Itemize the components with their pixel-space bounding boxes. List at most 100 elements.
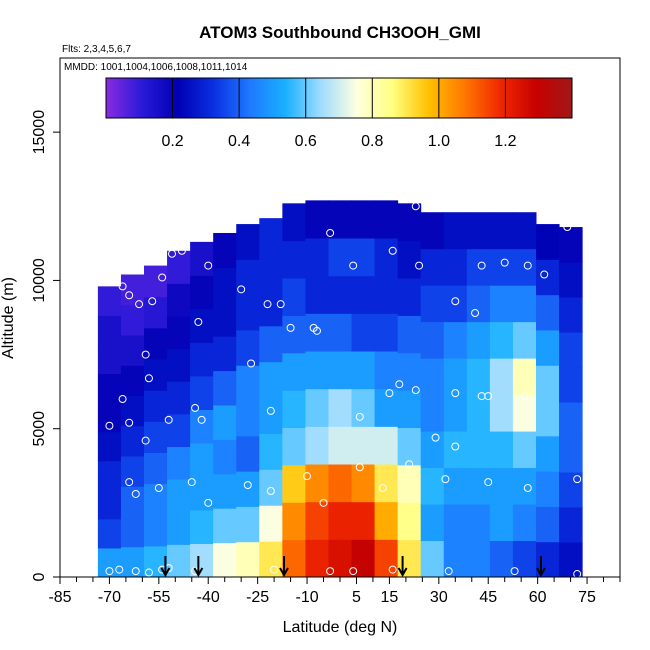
observation-point xyxy=(237,285,246,294)
heatmap-cell xyxy=(305,238,329,277)
heatmap-cell xyxy=(443,467,468,505)
observation-point xyxy=(177,246,186,255)
observation-point xyxy=(540,270,549,279)
observation-point xyxy=(520,392,529,401)
heatmap-cell xyxy=(512,212,537,250)
heatmap-cell xyxy=(397,464,422,503)
heatmap-cell xyxy=(397,427,422,466)
heatmap-cell xyxy=(351,464,376,503)
heatmap-cell xyxy=(213,232,237,268)
x-tick-label: 45 xyxy=(479,589,497,606)
observation-point xyxy=(194,317,203,326)
observation-point xyxy=(243,481,252,490)
heatmap-cell xyxy=(97,344,122,375)
heatmap-cell xyxy=(190,442,214,477)
heatmap-cell xyxy=(559,507,583,543)
heatmap-cell xyxy=(282,390,306,429)
heatmap-cell xyxy=(328,238,353,277)
heatmap-cell xyxy=(443,248,468,286)
heatmap-cell xyxy=(144,421,168,453)
observation-point xyxy=(98,276,107,285)
heatmap-cell xyxy=(167,381,191,415)
heatmap-cell xyxy=(466,285,491,323)
x-tick-label: 5 xyxy=(352,589,361,606)
heatmap-cell xyxy=(466,540,491,577)
observation-point xyxy=(477,261,486,270)
observation-point xyxy=(395,380,404,389)
heatmap-cell xyxy=(259,361,283,399)
heatmap-cell xyxy=(305,464,329,503)
heatmap-cell xyxy=(97,489,122,520)
observation-point xyxy=(484,478,493,487)
heatmap-cell xyxy=(167,316,191,350)
observation-point xyxy=(105,276,114,285)
x-tick-label: 15 xyxy=(381,589,399,606)
heatmap-cell xyxy=(559,262,583,298)
heatmap-cell xyxy=(144,452,168,485)
heatmap-cell xyxy=(328,539,353,577)
heatmap-cell xyxy=(328,200,353,239)
heatmap-cell xyxy=(397,390,422,429)
heatmap-cell xyxy=(559,367,583,403)
heatmap-cell xyxy=(536,506,560,543)
observation-point xyxy=(326,567,335,576)
heatmap-cell xyxy=(328,275,353,314)
heatmap-cell xyxy=(443,285,468,323)
heatmap-cell xyxy=(144,359,168,391)
observation-point xyxy=(276,300,285,309)
observation-point xyxy=(355,412,364,421)
observation-point xyxy=(141,350,150,359)
observation-point xyxy=(349,567,358,576)
heatmap-cell xyxy=(236,329,260,366)
observation-point xyxy=(263,300,272,309)
heatmap-cell xyxy=(144,265,168,298)
y-tick-label: 5000 xyxy=(31,411,48,447)
heatmap-cell xyxy=(443,358,468,396)
heatmap-cell xyxy=(213,508,237,544)
observation-point xyxy=(355,463,364,472)
down-arrow-head xyxy=(160,567,171,578)
heatmap-cell xyxy=(443,321,468,359)
heatmap-cell xyxy=(559,332,583,368)
heatmap-cell xyxy=(190,275,214,310)
heatmap-cell xyxy=(282,240,306,279)
x-tick-label: -70 xyxy=(98,589,121,606)
heatmap-cell xyxy=(374,313,399,352)
down-arrow-head xyxy=(397,567,408,578)
heatmap-cell xyxy=(420,321,445,359)
down-arrow-head xyxy=(536,567,546,578)
heatmap-cell xyxy=(559,472,583,508)
heatmap-cell xyxy=(374,200,399,239)
observation-point xyxy=(266,406,275,415)
heatmap-cell xyxy=(397,240,422,279)
x-tick-label: -10 xyxy=(295,589,318,606)
launch-arrows xyxy=(160,556,546,578)
heatmap-cell xyxy=(489,321,514,359)
heatmap-cell xyxy=(282,278,306,316)
heatmap-cell xyxy=(213,301,237,337)
heatmap-cell xyxy=(466,394,491,432)
heatmap-cell xyxy=(328,464,353,503)
heatmap-cell xyxy=(512,321,537,359)
heatmap-cell xyxy=(213,404,237,440)
heatmap-cell xyxy=(466,358,491,396)
heatmap-cell xyxy=(305,501,329,540)
heatmap-cell xyxy=(328,501,353,540)
heatmap-cell xyxy=(97,460,122,491)
heatmap-cell xyxy=(259,254,283,291)
heatmap-cell xyxy=(328,388,353,427)
heatmap-cell xyxy=(190,342,214,377)
heatmap-cell xyxy=(466,504,491,542)
heatmap-cell xyxy=(144,390,168,422)
heatmap-cell xyxy=(213,542,237,577)
heatmap-cell xyxy=(374,501,399,540)
heatmap-cell xyxy=(167,283,191,317)
heatmap-cell xyxy=(351,238,376,277)
heatmap-cell xyxy=(328,426,353,465)
observation-point xyxy=(197,415,206,424)
observation-point xyxy=(204,498,213,507)
observation-point xyxy=(125,291,134,300)
heatmap-cell xyxy=(167,348,191,382)
heatmap-cell xyxy=(213,267,237,303)
heatmap-cell xyxy=(489,285,514,323)
